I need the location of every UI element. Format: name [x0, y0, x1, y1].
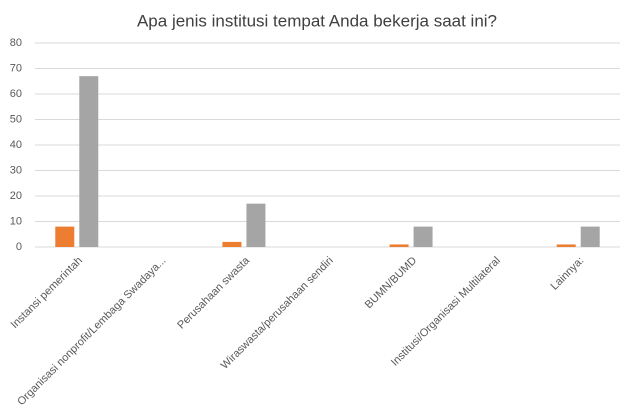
bar	[222, 241, 242, 247]
y-tick-label: 40	[10, 139, 22, 151]
y-tick-label: 70	[10, 62, 22, 74]
x-tick-label: Organisasi nonprofit/Lembaga Swadaya...	[15, 255, 168, 405]
y-tick-label: 80	[10, 37, 22, 49]
y-tick-label: 10	[10, 215, 22, 227]
x-tick-label: BUMN/BUMD	[363, 255, 419, 311]
bar	[580, 226, 600, 247]
y-tick-label: 0	[16, 241, 22, 253]
bar	[246, 203, 266, 247]
bar	[55, 226, 75, 247]
bar	[556, 244, 576, 247]
bar	[389, 244, 409, 247]
y-tick-label: 20	[10, 190, 22, 202]
bar	[413, 226, 433, 247]
x-tick-label: Lainnya:	[548, 255, 586, 293]
chart-title: Apa jenis institusi tempat Anda bekerja …	[137, 11, 497, 30]
y-tick-label: 50	[10, 113, 22, 125]
x-tick-label: Perusahaan swasta	[175, 254, 252, 331]
y-tick-label: 60	[10, 88, 22, 100]
y-tick-label: 30	[10, 164, 22, 176]
x-tick-label: Instansi pemerintah	[9, 255, 85, 331]
bar	[79, 76, 99, 248]
